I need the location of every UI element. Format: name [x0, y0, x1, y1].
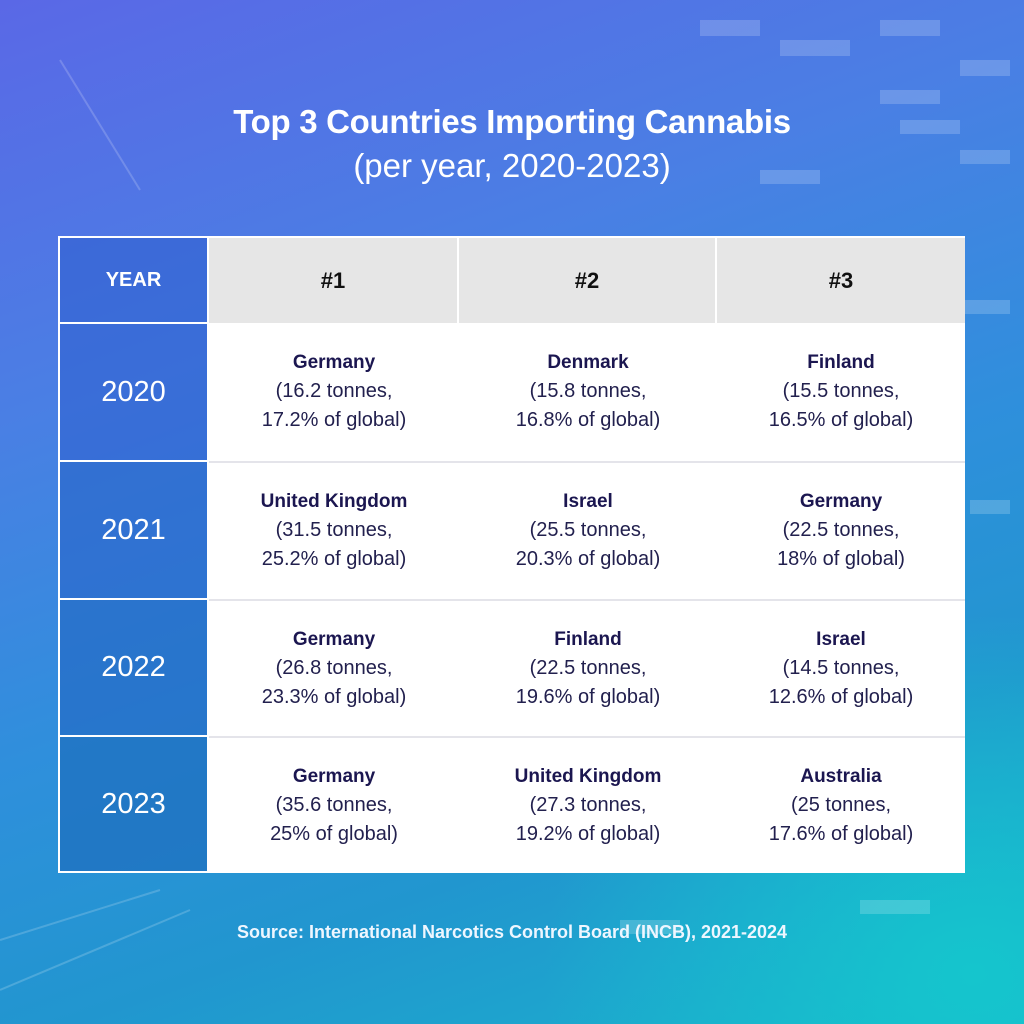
global-share: 12.6% of global) [768, 685, 914, 708]
year-cell: 2020 [58, 323, 209, 461]
country-name: Australia [800, 765, 882, 787]
country-name: Israel [816, 628, 866, 650]
tonnes-value: (35.6 tonnes, [275, 793, 393, 816]
table-cell: Finland (15.5 tonnes, 16.5% of global) [717, 323, 965, 461]
tonnes-value: (25 tonnes, [790, 793, 892, 816]
year-cell: 2022 [58, 599, 209, 736]
country-name: Israel [563, 491, 613, 512]
table-cell: United Kingdom (27.3 tonnes, 19.2% of gl… [459, 736, 717, 873]
country-name: Denmark [547, 352, 629, 373]
title-line-2: (per year, 2020-2023) [353, 147, 671, 184]
global-share: 18% of global) [777, 548, 905, 570]
country-name: Germany [799, 491, 883, 512]
global-share: 16.5% of global) [768, 409, 914, 431]
header-year: YEAR [58, 236, 209, 323]
country-name: Finland [807, 352, 875, 373]
global-share: 25% of global) [270, 822, 398, 845]
page-title: Top 3 Countries Importing Cannabis (per … [0, 100, 1024, 188]
tonnes-value: (27.3 tonnes, [529, 793, 647, 816]
table-cell: Finland (22.5 tonnes, 19.6% of global) [459, 599, 717, 736]
country-name: Germany [292, 352, 376, 373]
table-cell: Denmark (15.8 tonnes, 16.8% of global) [459, 323, 717, 461]
global-share: 19.6% of global) [515, 685, 661, 708]
global-share: 16.8% of global) [515, 409, 661, 431]
country-name: Germany [292, 765, 376, 787]
tonnes-value: (15.8 tonnes, [529, 380, 647, 402]
global-share: 19.2% of global) [515, 822, 661, 845]
global-share: 25.2% of global) [261, 548, 407, 570]
global-share: 20.3% of global) [515, 548, 661, 570]
tonnes-value: (31.5 tonnes, [275, 519, 393, 541]
country-name: United Kingdom [514, 765, 662, 787]
tonnes-value: (15.5 tonnes, [782, 380, 900, 402]
tonnes-value: (14.5 tonnes, [782, 656, 900, 679]
source-note: Source: International Narcotics Control … [236, 922, 788, 942]
table-cell: United Kingdom (31.5 tonnes, 25.2% of gl… [209, 461, 459, 599]
country-name: United Kingdom [260, 491, 408, 512]
tonnes-value: (22.5 tonnes, [782, 519, 900, 541]
table-cell: Israel (25.5 tonnes, 20.3% of global) [459, 461, 717, 599]
header-rank-1: #1 [209, 236, 459, 323]
header-rank-3: #3 [717, 236, 965, 323]
global-share: 23.3% of global) [261, 685, 407, 708]
country-name: Finland [554, 628, 622, 650]
global-share: 17.6% of global) [768, 822, 914, 845]
country-name: Germany [292, 628, 376, 650]
year-cell: 2023 [58, 736, 209, 873]
table-cell: Israel (14.5 tonnes, 12.6% of global) [717, 599, 965, 736]
tonnes-value: (25.5 tonnes, [529, 519, 647, 541]
table-cell: Australia (25 tonnes, 17.6% of global) [717, 736, 965, 873]
imports-table: YEAR #1 #2 #3 2020 Germany (16.2 tonnes,… [58, 236, 965, 873]
year-cell: 2021 [58, 461, 209, 599]
header-rank-2: #2 [459, 236, 717, 323]
global-share: 17.2% of global) [261, 409, 407, 431]
tonnes-value: (16.2 tonnes, [275, 380, 393, 402]
table-cell: Germany (35.6 tonnes, 25% of global) [209, 736, 459, 873]
tonnes-value: (22.5 tonnes, [529, 656, 647, 679]
table-cell: Germany (22.5 tonnes, 18% of global) [717, 461, 965, 599]
title-line-1: Top 3 Countries Importing Cannabis [233, 103, 791, 140]
table-cell: Germany (26.8 tonnes, 23.3% of global) [209, 599, 459, 736]
table-cell: Germany (16.2 tonnes, 17.2% of global) [209, 323, 459, 461]
tonnes-value: (26.8 tonnes, [275, 656, 393, 679]
